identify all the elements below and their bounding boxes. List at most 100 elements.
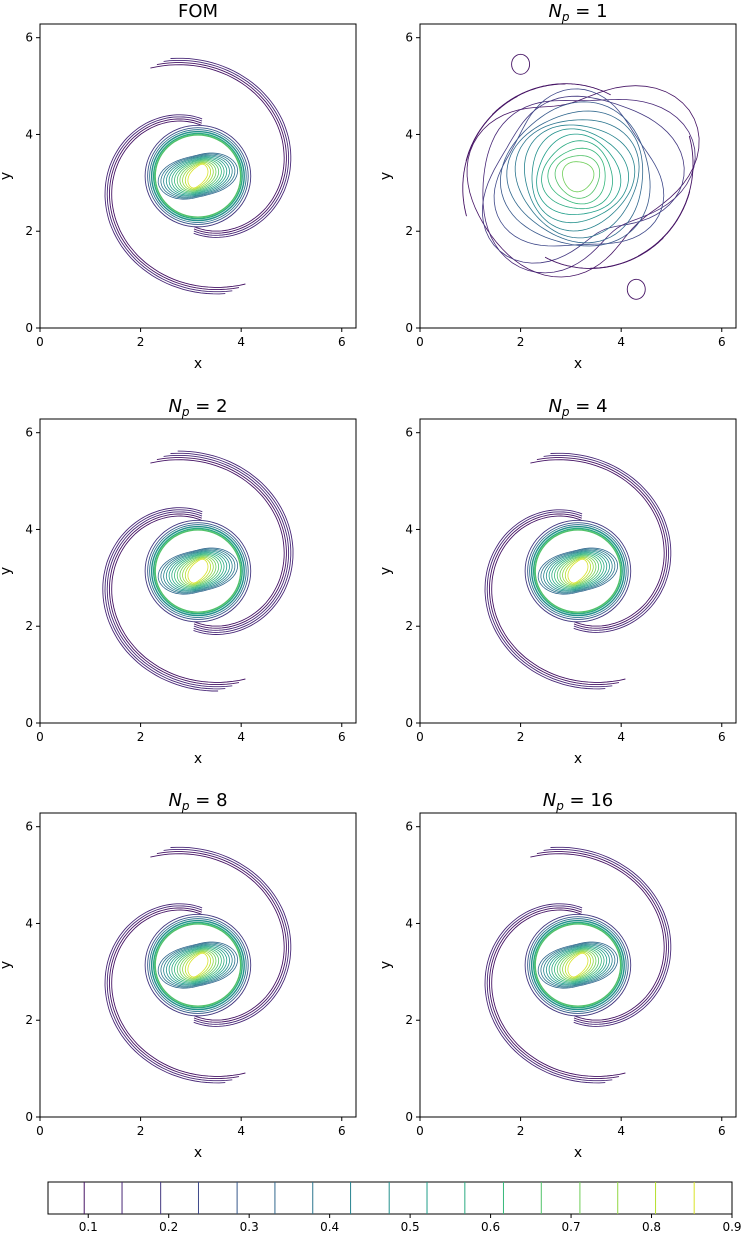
contour-ring — [149, 129, 247, 223]
contour-line — [590, 191, 691, 269]
contour-line — [556, 554, 600, 588]
contour-plot — [462, 53, 700, 300]
contour-line — [170, 452, 292, 633]
contour-line — [462, 95, 518, 217]
x-tick-label: 2 — [517, 335, 525, 349]
contour-line — [111, 515, 246, 683]
contour-line — [465, 83, 566, 161]
x-tick-label: 2 — [137, 1124, 145, 1138]
x-axis-label: x — [574, 1145, 582, 1161]
axes-frame — [39, 812, 357, 1118]
contour-ring — [154, 529, 242, 613]
contour-ring — [524, 913, 632, 1017]
y-tick-label: 6 — [405, 820, 413, 834]
contour-line — [179, 949, 217, 981]
contour-ring — [154, 134, 242, 218]
contour-ring — [527, 522, 629, 620]
contour-line — [511, 53, 531, 75]
contour-line — [530, 853, 665, 1021]
y-tick-label: 4 — [405, 522, 413, 536]
colorbar-tick-label: 0.4 — [320, 1220, 339, 1234]
contour-line — [150, 64, 285, 232]
contour-line — [176, 554, 220, 588]
contour-line — [489, 513, 620, 686]
subplot-1: 00 2 2 4 4 6 6 x y FOM — [0, 1, 357, 372]
contour-line — [562, 556, 594, 586]
x-tick-label: 4 — [617, 335, 625, 349]
contour-line — [626, 278, 646, 300]
contour-line — [530, 459, 665, 627]
contour-line — [182, 161, 214, 191]
y-tick-label: 6 — [405, 31, 413, 45]
colorbar-tick-label: 0.1 — [79, 1220, 98, 1234]
y-axis-label: y — [0, 961, 14, 969]
contour-line — [482, 98, 696, 274]
contour-line — [174, 947, 222, 983]
contour-line — [111, 120, 246, 288]
contour-ring — [529, 918, 627, 1012]
contour-line — [163, 549, 233, 593]
contour-line — [540, 548, 616, 594]
x-tick-label: 4 — [237, 1124, 245, 1138]
x-tick-label: 0 — [416, 730, 424, 744]
contour-line — [165, 550, 230, 592]
contour-ring — [149, 918, 247, 1012]
contour-ring — [532, 527, 623, 615]
y-tick-label: 2 — [25, 619, 33, 633]
contour-ring — [527, 916, 629, 1014]
x-tick-label: 0 — [36, 730, 44, 744]
contour-line — [163, 943, 233, 987]
colorbar-tick-label: 0.5 — [401, 1220, 420, 1234]
contour-ring — [530, 525, 625, 617]
contour-line — [489, 907, 620, 1080]
contour-plot — [104, 846, 292, 1084]
contour-line — [554, 155, 601, 199]
contour-line — [559, 555, 597, 587]
subplot-2: 00 2 2 4 4 6 6 x y Np = 1 — [378, 1, 737, 372]
axes-frame — [39, 23, 357, 329]
contour-line — [165, 944, 230, 986]
y-tick-label: 0 — [25, 716, 33, 730]
y-axis-label: y — [378, 567, 394, 575]
x-axis-label: x — [194, 1145, 202, 1161]
y-axis-label: y — [0, 172, 14, 180]
y-tick-label: 4 — [405, 916, 413, 930]
contour-line — [540, 942, 616, 988]
contour-ring — [530, 919, 625, 1011]
contour-line — [156, 62, 287, 234]
contour-line — [543, 943, 613, 987]
contour-line — [567, 952, 589, 978]
contour-line — [562, 950, 594, 980]
x-tick-label: 0 — [36, 335, 44, 349]
y-tick-label: 0 — [25, 1110, 33, 1124]
contour-line — [156, 851, 287, 1023]
contour-line — [551, 552, 605, 590]
colorbar-tick-label: 0.6 — [481, 1220, 500, 1234]
contour-line — [163, 59, 290, 236]
contour-line — [638, 135, 694, 257]
contour-plot — [484, 846, 672, 1084]
contour-line — [104, 903, 226, 1084]
y-tick-label: 6 — [25, 31, 33, 45]
contour-line — [491, 83, 611, 115]
panel-title: FOM — [178, 1, 218, 22]
y-tick-label: 0 — [405, 321, 413, 335]
colorbar-tick-label: 0.7 — [562, 1220, 581, 1234]
contour-plot — [102, 450, 294, 692]
contour-line — [506, 110, 644, 244]
contour-line — [184, 557, 211, 585]
contour-line — [466, 85, 700, 278]
contour-ring — [150, 525, 245, 617]
contour-ring — [152, 132, 243, 220]
x-tick-label: 2 — [517, 1124, 525, 1138]
contour-line — [514, 119, 640, 239]
y-axis-label: y — [378, 172, 394, 180]
y-tick-label: 2 — [405, 224, 413, 238]
contour-line — [157, 152, 239, 200]
contour-line — [174, 158, 222, 194]
contour-line — [536, 133, 622, 215]
contour-line — [545, 944, 610, 986]
x-tick-label: 2 — [137, 335, 145, 349]
x-tick-label: 4 — [617, 730, 625, 744]
